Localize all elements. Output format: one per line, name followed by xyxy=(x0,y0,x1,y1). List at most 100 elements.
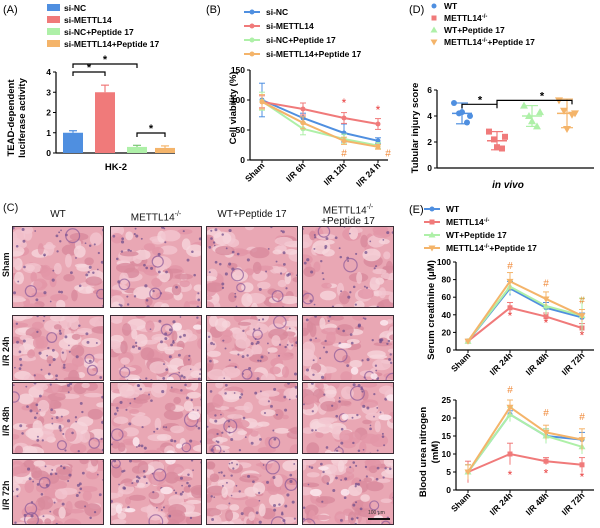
panel-e-bottom-xtick-label: I/R 72h xyxy=(560,490,587,517)
panel-e-top-point xyxy=(543,314,549,320)
panel-e-bottom-series-line xyxy=(467,405,583,473)
panel-a-sig-star: * xyxy=(87,62,92,74)
panel-e-bottom-point xyxy=(542,429,550,436)
panel-d-legend-label: WT xyxy=(444,1,458,11)
panel-b-ytick-label: 100 xyxy=(231,95,245,105)
panel-d-point xyxy=(528,117,536,125)
histology-image xyxy=(206,459,298,525)
panel-e-top-ytick-label: 100 xyxy=(437,257,451,267)
panel-e-top-point xyxy=(578,313,586,320)
panel-b-series-line xyxy=(261,99,379,142)
histology-image xyxy=(12,226,104,308)
panel-b-series-line xyxy=(261,100,379,148)
panel-b-ylabel: Cell viability (%) xyxy=(228,72,239,145)
panel-a-ytick-label: 3 xyxy=(46,87,51,97)
panel-e-bottom-point xyxy=(507,451,513,457)
panel-b-legend-marker xyxy=(249,9,255,15)
panel-e-bottom-xtick-label: Sham xyxy=(449,490,473,514)
panel-a-legend-swatch xyxy=(47,16,60,23)
panel-e-bottom-point xyxy=(578,437,586,444)
panel-d-legend-marker xyxy=(431,3,437,9)
panel-e-bottom-ytick-label: 5 xyxy=(446,467,451,477)
histology-image xyxy=(110,226,202,308)
panel-a-legend-label: si-NC+Peptide 17 xyxy=(64,27,134,37)
panel-c-row-label: I/R 72h xyxy=(1,480,11,511)
panel-d-legend-marker xyxy=(431,15,437,21)
panel-d-legend-label: WT+Peptide 17 xyxy=(444,25,505,35)
panel-c-histology-grid: (C) WT METTL14-/- WT+Peptide 17 METTL14-/- +… xyxy=(0,200,400,528)
panel-b-legend-label: si-NC+Peptide 17 xyxy=(266,35,336,45)
panel-e-top-ytick-label: 0 xyxy=(446,345,451,355)
panel-e-top-xtick-label: I/R 24h xyxy=(488,350,515,377)
panel-b-ytick-label: 0 xyxy=(240,155,245,165)
panel-a-legend-label: si-METTL14 xyxy=(64,15,112,25)
panel-a-legend-swatch xyxy=(47,4,60,11)
panel-a-sig-star: * xyxy=(103,54,108,66)
panel-b-legend-marker xyxy=(249,51,255,57)
panel-c-column-title: WT+Peptide 17 xyxy=(217,209,287,220)
panel-e-bottom-point xyxy=(506,404,514,411)
panel-b-star: * xyxy=(376,103,381,117)
panel-a-ylabel-line2: luciferase activity xyxy=(17,77,28,157)
panel-d-point xyxy=(459,109,465,116)
panel-a-bar xyxy=(155,147,175,153)
histology-image xyxy=(12,315,104,381)
panel-d-point xyxy=(451,100,457,106)
panel-b-xtick-label: I/R 6h xyxy=(284,160,307,183)
panel-e-bottom-xtick-label: I/R 24h xyxy=(488,490,515,517)
panel-e-legend-marker xyxy=(429,206,435,212)
panel-d-sig-bracket xyxy=(461,103,498,109)
panel-d-point xyxy=(571,110,579,118)
panel-d-point xyxy=(494,144,500,151)
panel-e-top-series-line xyxy=(467,287,583,342)
panel-d-sig-bracket xyxy=(496,99,573,105)
panel-d-point xyxy=(499,145,505,152)
panel-e-top-series-line xyxy=(467,306,583,342)
panel-b-point xyxy=(300,106,306,112)
panel-a-bar xyxy=(63,132,83,153)
histology-image xyxy=(302,226,394,308)
panel-b-ytick-label: 50 xyxy=(236,125,246,135)
scale-bar xyxy=(368,518,390,520)
panel-e-legend-label: METTL14-/-+Peptide 17 xyxy=(446,243,537,253)
panel-b-xtick-label: I/R 12h xyxy=(322,160,349,187)
histology-image xyxy=(12,382,104,454)
panel-b-xtick-label: I/R 24 h xyxy=(354,160,382,188)
panel-e-bottom-ytick-label: 20 xyxy=(442,413,452,423)
panel-b-series-line xyxy=(261,100,379,125)
panel-e-line-charts: (E) WT METTL14-/- WT+Peptide 17 METTL14-/-+… xyxy=(409,204,594,517)
panel-b-line-chart: (B) Cell viability (%) si-NC si-METTL14 si… xyxy=(206,4,391,189)
panel-e-bottom-point xyxy=(579,462,585,468)
panel-b-point xyxy=(300,120,306,126)
panel-b-series-line xyxy=(261,100,379,147)
panel-d-point xyxy=(464,119,470,126)
panel-a-sig-star: * xyxy=(149,123,154,135)
panel-b-point xyxy=(341,115,347,121)
panel-d-point xyxy=(520,101,528,109)
panel-e-bottom-star: * xyxy=(544,466,549,480)
panel-c-column-title: METTL14-/- +Peptide 17 xyxy=(321,204,375,228)
panel-d-point xyxy=(502,133,508,140)
panel-e-tag: (E) xyxy=(409,204,424,216)
panel-e-top-star: * xyxy=(580,328,585,342)
panel-b-point xyxy=(341,138,347,144)
panel-a-bar xyxy=(95,92,115,153)
panel-b-legend-marker xyxy=(249,23,255,29)
panel-a-bar xyxy=(127,146,147,153)
panel-e-bottom-xtick-label: I/R 48h xyxy=(524,490,551,517)
histology-image xyxy=(206,382,298,454)
panel-c-row-label: I/R 48h xyxy=(1,406,11,437)
panel-e-top-point xyxy=(506,278,514,285)
panel-d-ytick-label: 0 xyxy=(427,163,432,173)
panel-e-top-point xyxy=(464,338,472,345)
histology-image xyxy=(206,315,298,381)
panel-e-legend-label: METTL14-/- xyxy=(446,217,489,227)
panel-e-bottom-ytick-label: 10 xyxy=(442,449,452,459)
panel-e-bottom-ytick-label: 0 xyxy=(446,485,451,495)
panel-d-legend-label: METTL14-/-+Peptide 17 xyxy=(444,37,535,47)
panel-e-bottom-series-line xyxy=(467,452,583,473)
panel-e-bottom-ytick-label: 15 xyxy=(442,431,452,441)
panel-b-legend-label: si-NC xyxy=(266,7,288,17)
panel-e-top-hash: # xyxy=(543,279,549,290)
panel-e-top-xtick-label: I/R 48h xyxy=(524,350,551,377)
